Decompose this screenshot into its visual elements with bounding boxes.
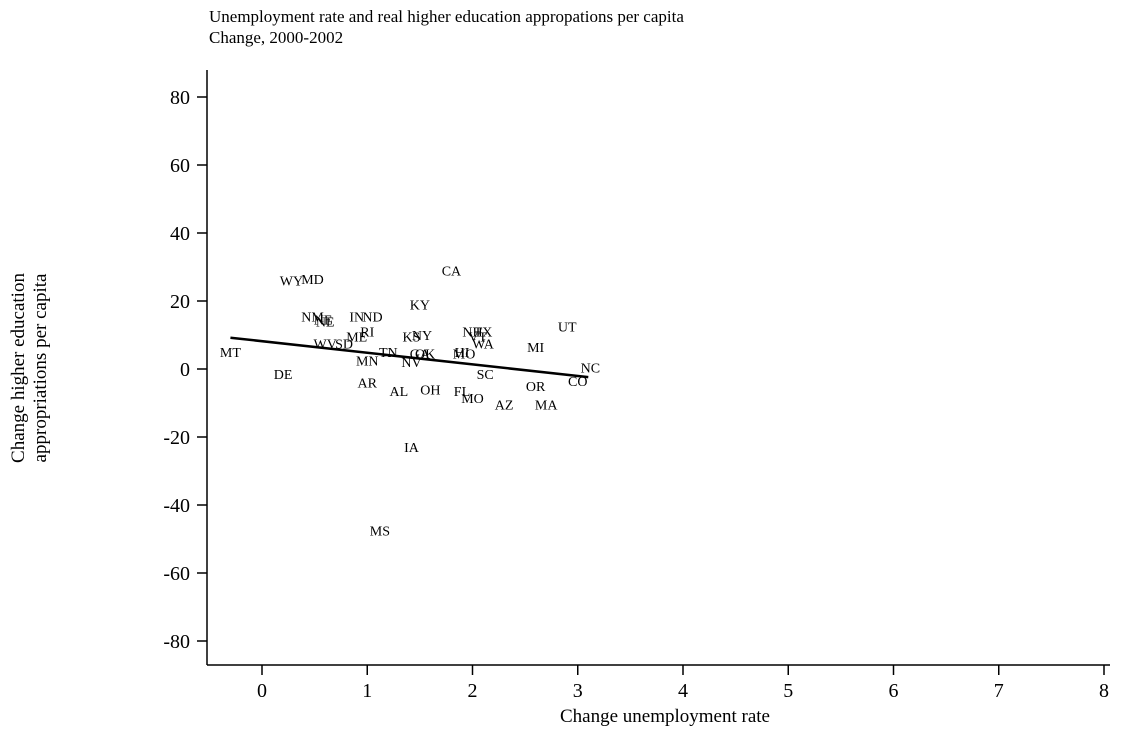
data-point-label: DE [274,368,293,383]
chart-title: Unemployment rate and real higher educat… [209,7,684,26]
x-tick-label: 2 [468,680,478,702]
x-axis-ticks: 0 1 2 3 4 5 6 7 8 [257,665,1109,702]
y-tick-label: 0 [180,359,190,381]
x-tick-label: 3 [573,680,583,702]
data-point-label: AR [358,377,378,392]
data-point-label: MN [356,355,379,370]
data-point-label: NH [462,326,482,341]
y-tick-label: 80 [170,87,190,109]
y-tick-label: -60 [163,563,190,585]
data-point-label: CO [568,375,587,390]
data-point-label: MD [301,273,324,288]
data-point-label: WY [280,275,303,290]
data-point-label: MO [453,348,476,363]
data-point-label: NC [581,361,600,376]
data-point-label: IA [404,441,420,456]
y-tick-label: 20 [170,291,190,313]
data-point-label: MO [461,392,484,407]
data-point-label: TX [474,326,493,341]
x-tick-label: 4 [678,680,688,702]
data-point-label: SC [477,368,494,383]
y-tick-label: 60 [170,155,190,177]
chart-subtitle: Change, 2000-2002 [209,28,343,47]
x-tick-label: 7 [994,680,1004,702]
fit-line [230,336,589,379]
data-point-label: AL [389,385,408,400]
data-point-label: HI [455,346,470,361]
y-axis-title-line-1: Change higher education [8,273,29,463]
data-point-label: VT [468,331,487,346]
data-point-label: TN [379,346,398,361]
x-tick-label: 0 [257,680,267,702]
data-point-label: ME [346,331,367,346]
y-tick-label: -80 [163,631,190,653]
data-point-label: NV [401,356,421,371]
data-point-label: MI [527,341,544,356]
data-point-label: KS [403,331,421,346]
data-point-label: NE [316,315,335,330]
y-tick-label: 40 [170,223,190,245]
y-axis-title-line-2: appropriations per capita [30,273,51,462]
data-point-label: OR [526,380,546,395]
data-point-label: IN [349,310,364,325]
data-point-label: RI [360,326,374,341]
data-point-label: MA [535,399,558,414]
data-point-label: NM [301,310,324,325]
data-point-label: KY [410,298,430,313]
data-point-label: MS [370,525,390,540]
data-point-label: AZ [495,399,514,414]
data-point-label: ND [362,310,382,325]
data-point-label: WA [472,338,495,353]
data-point-label: UT [558,321,577,336]
data-point-label: OH [420,383,440,398]
x-tick-label: 8 [1099,680,1109,702]
y-tick-label: -20 [163,427,190,449]
x-tick-label: 1 [362,680,372,702]
x-tick-label: 5 [783,680,793,702]
data-point-label: MT [220,346,241,361]
data-point-label: CA [442,264,462,279]
data-point-label: FL [454,385,470,400]
x-axis-title: Change unemployment rate [560,706,770,727]
y-axis-ticks: 80 60 40 20 0 -20 -40 -60 -80 [163,87,207,653]
data-point-label: NE [314,314,333,329]
data-point-label: NY [412,329,432,344]
x-tick-label: 6 [889,680,899,702]
y-tick-label: -40 [163,495,190,517]
